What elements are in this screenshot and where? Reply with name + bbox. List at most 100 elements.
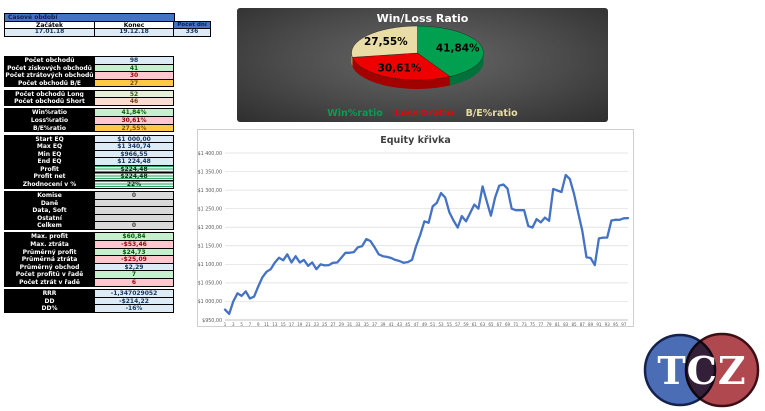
pie-legend: Win%ratio Loss%ratio B/E%ratio xyxy=(237,108,608,119)
tcz-logo[interactable]: TCZ xyxy=(642,330,765,411)
svg-text:31: 31 xyxy=(347,322,353,326)
svg-text:23: 23 xyxy=(314,322,320,326)
period-end-value[interactable]: 19.12.18 xyxy=(94,28,174,37)
svg-text:1: 1 xyxy=(224,322,227,326)
svg-text:45: 45 xyxy=(405,322,411,326)
svg-text:5: 5 xyxy=(240,322,243,326)
svg-text:9: 9 xyxy=(257,322,260,326)
svg-text:27: 27 xyxy=(330,322,336,326)
svg-text:$1 150,00: $1 150,00 xyxy=(198,244,222,250)
svg-text:63: 63 xyxy=(480,322,486,326)
stat-row: B/E%ratio 27,55% xyxy=(4,123,174,133)
pie-legend-item: B/E%ratio xyxy=(465,108,518,119)
svg-text:7: 7 xyxy=(249,322,252,326)
stat-label-cell[interactable]: Počet obchodů B/E xyxy=(4,78,95,88)
svg-text:91: 91 xyxy=(596,322,602,326)
svg-text:29: 29 xyxy=(339,322,345,326)
stat-row: Počet ztrát v řadě 6 xyxy=(4,277,174,287)
svg-text:30,61%: 30,61% xyxy=(378,62,422,74)
stat-label-cell[interactable]: Zhodnocení v % xyxy=(4,180,95,189)
svg-text:87: 87 xyxy=(580,322,586,326)
svg-text:43: 43 xyxy=(397,322,403,326)
stat-row: DD% -16% xyxy=(4,304,174,313)
svg-text:95: 95 xyxy=(613,322,619,326)
svg-text:39: 39 xyxy=(380,322,386,326)
stat-row: Zhodnocení v % 22% xyxy=(4,180,174,189)
svg-text:21: 21 xyxy=(306,322,312,326)
svg-text:$1 350,00: $1 350,00 xyxy=(198,169,222,175)
svg-text:41,84%: 41,84% xyxy=(436,43,480,55)
stat-value-cell[interactable]: 46 xyxy=(94,97,174,106)
svg-text:81: 81 xyxy=(555,322,561,326)
svg-text:35: 35 xyxy=(364,322,370,326)
pie-legend-item: Win%ratio xyxy=(327,108,383,119)
svg-text:51: 51 xyxy=(430,322,436,326)
svg-text:$1 100,00: $1 100,00 xyxy=(198,262,222,268)
svg-text:55: 55 xyxy=(447,322,453,326)
logo-text: TCZ xyxy=(657,348,746,393)
stat-value-cell[interactable]: 27,55% xyxy=(94,123,174,133)
svg-text:97: 97 xyxy=(621,322,627,326)
equity-chart[interactable]: Equity křivka $1 400,00 $1 350,00 $1 300,0… xyxy=(197,129,634,327)
logo-right-circle xyxy=(684,332,760,408)
winloss-pie-chart[interactable]: Win/Loss Ratio 41,84% 30,61% 27,55% Win%ra… xyxy=(237,8,608,122)
svg-text:75: 75 xyxy=(530,322,536,326)
svg-text:33: 33 xyxy=(355,322,361,326)
equity-graphic: $1 400,00 $1 350,00 $1 300,00 $1 250,00 $1 2… xyxy=(198,151,630,326)
svg-text:69: 69 xyxy=(505,322,511,326)
svg-text:47: 47 xyxy=(414,322,420,326)
pie-legend-item: Loss%ratio xyxy=(394,108,454,119)
svg-text:85: 85 xyxy=(571,322,577,326)
stat-label-cell[interactable]: DD% xyxy=(4,304,95,313)
equity-title: Equity křivka xyxy=(380,135,451,146)
stat-value-cell[interactable]: 6 xyxy=(94,277,174,287)
svg-text:$1 400,00: $1 400,00 xyxy=(198,151,222,157)
svg-text:11: 11 xyxy=(264,322,270,326)
period-days-value[interactable]: 336 xyxy=(173,28,211,37)
stat-value-cell[interactable]: 22% xyxy=(94,180,174,189)
stat-row: Celkem 0 xyxy=(4,221,174,231)
svg-text:$1 300,00: $1 300,00 xyxy=(198,188,222,194)
svg-text:41: 41 xyxy=(389,322,395,326)
svg-text:25: 25 xyxy=(322,322,328,326)
svg-text:53: 53 xyxy=(438,322,444,326)
pie-graphic: 41,84% 30,61% 27,55% xyxy=(351,25,484,89)
svg-text:27,55%: 27,55% xyxy=(364,36,408,48)
period-start-value[interactable]: 17.01.18 xyxy=(4,28,95,37)
svg-text:$1 000,00: $1 000,00 xyxy=(198,299,222,305)
stats-table: Počet obchodů 98 Počet ziskových obchodů 41… xyxy=(4,56,174,313)
svg-text:61: 61 xyxy=(472,322,478,326)
svg-text:37: 37 xyxy=(372,322,378,326)
svg-text:65: 65 xyxy=(488,322,494,326)
svg-text:13: 13 xyxy=(272,322,278,326)
pie-title: Win/Loss Ratio xyxy=(376,12,469,25)
svg-text:$950,00: $950,00 xyxy=(202,318,222,324)
svg-text:$1 250,00: $1 250,00 xyxy=(198,206,222,212)
svg-text:19: 19 xyxy=(297,322,303,326)
svg-text:71: 71 xyxy=(513,322,519,326)
stat-label-cell[interactable]: Celkem xyxy=(4,221,95,231)
svg-text:59: 59 xyxy=(463,322,469,326)
svg-text:89: 89 xyxy=(588,322,594,326)
period-table: Časové období Začátek Konec Počet dní 17… xyxy=(4,13,211,37)
svg-text:49: 49 xyxy=(422,322,428,326)
svg-text:3: 3 xyxy=(232,322,235,326)
svg-text:17: 17 xyxy=(289,322,295,326)
stat-row: Počet obchodů Short 46 xyxy=(4,97,174,106)
svg-text:$1 200,00: $1 200,00 xyxy=(198,225,222,231)
stat-value-cell[interactable]: 27 xyxy=(94,78,174,88)
stat-label-cell[interactable]: Počet obchodů Short xyxy=(4,97,95,106)
svg-text:57: 57 xyxy=(455,322,461,326)
stat-value-cell[interactable]: 0 xyxy=(94,221,174,231)
stat-value-cell[interactable]: -16% xyxy=(94,304,174,313)
svg-text:79: 79 xyxy=(547,322,553,326)
period-values-row: 17.01.18 19.12.18 336 xyxy=(4,28,211,37)
stat-label-cell[interactable]: Počet ztrát v řadě xyxy=(4,277,95,287)
svg-text:67: 67 xyxy=(497,322,503,326)
svg-text:93: 93 xyxy=(605,322,611,326)
svg-text:77: 77 xyxy=(538,322,544,326)
stat-label-cell[interactable]: B/E%ratio xyxy=(4,123,95,133)
svg-text:$1 050,00: $1 050,00 xyxy=(198,281,222,287)
stat-row: Počet obchodů B/E 27 xyxy=(4,78,174,88)
svg-text:73: 73 xyxy=(522,322,528,326)
